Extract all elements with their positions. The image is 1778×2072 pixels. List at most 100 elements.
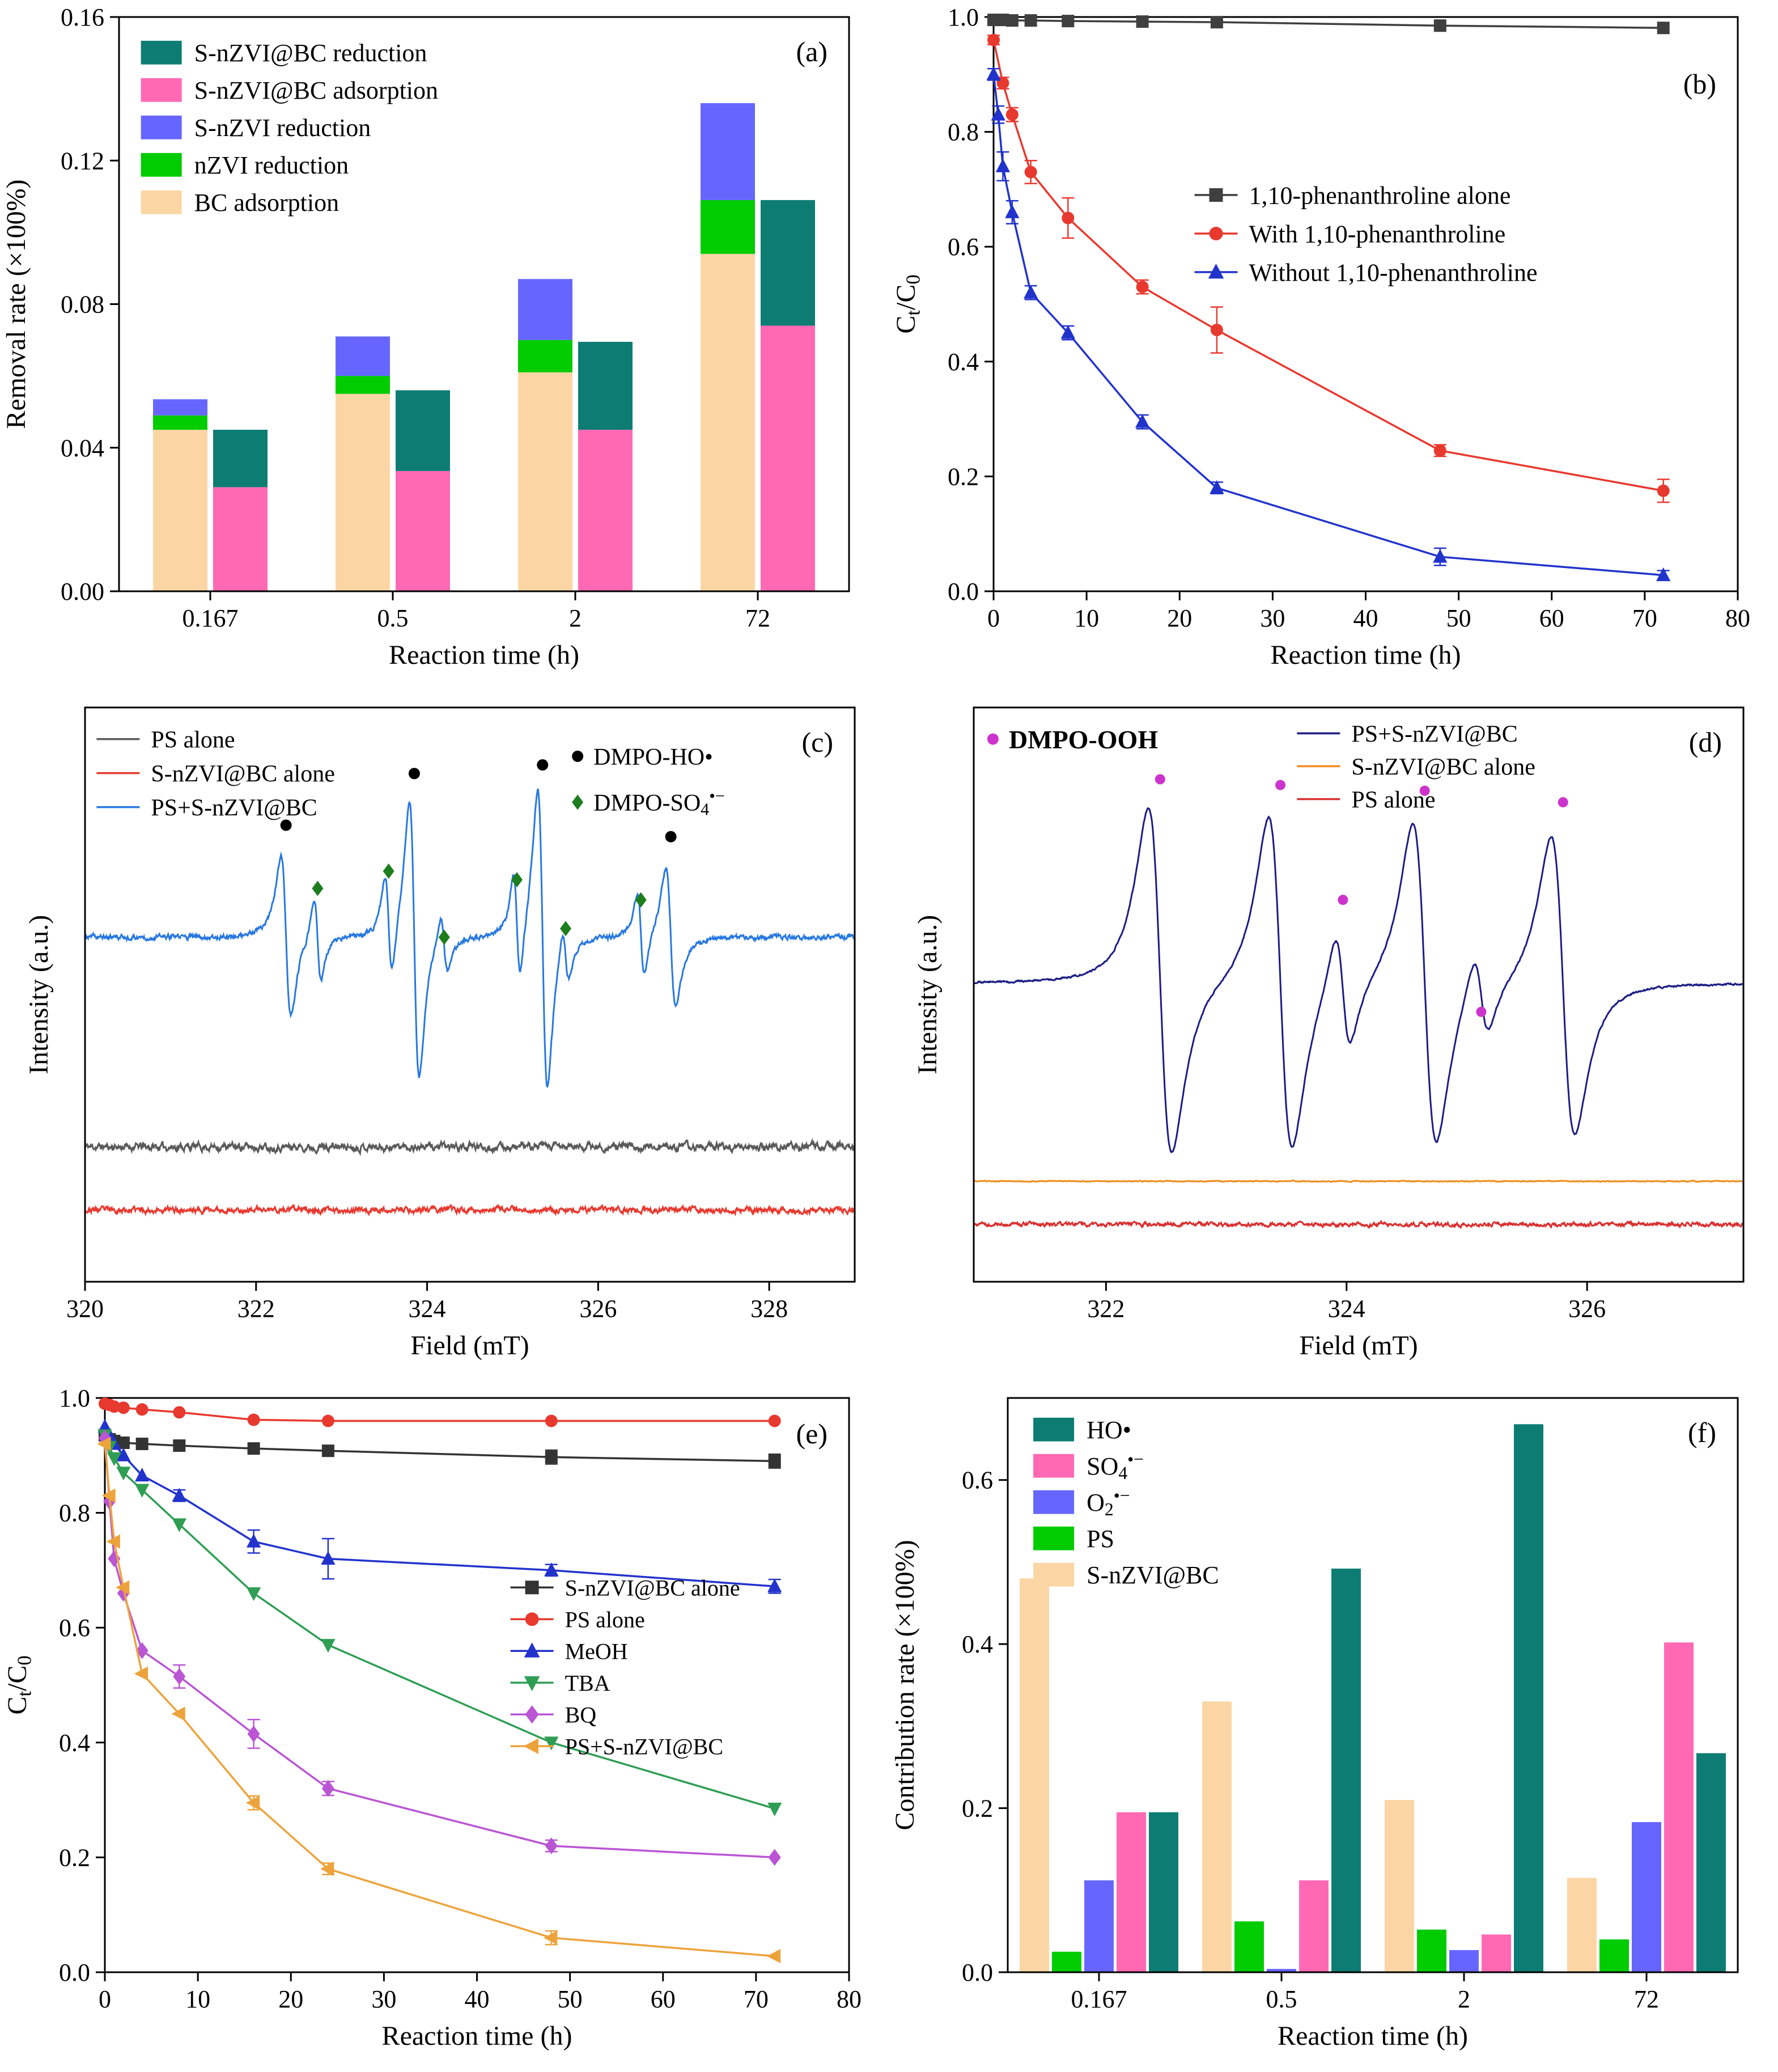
svg-text:0.167: 0.167 — [1071, 1985, 1127, 2013]
series-without-1-10-phenanthroline — [986, 66, 1671, 582]
svg-text:S-nZVI reduction: S-nZVI reduction — [194, 114, 371, 142]
svg-text:70: 70 — [744, 1985, 769, 2013]
svg-text:nZVI reduction: nZVI reduction — [194, 151, 349, 179]
svg-text:50: 50 — [558, 1985, 583, 2013]
svg-text:S-nZVI@BC reduction: S-nZVI@BC reduction — [194, 39, 427, 67]
series-ps-alone — [99, 1397, 781, 1427]
svg-text:PS: PS — [1087, 1525, 1114, 1553]
svg-text:SO4•−: SO4•− — [1087, 1449, 1144, 1483]
svg-text:PS alone: PS alone — [1351, 787, 1435, 813]
svg-text:Ct/C0: Ct/C0 — [891, 274, 924, 333]
svg-text:S-nZVI@BC alone: S-nZVI@BC alone — [1351, 754, 1535, 780]
category-ticks: 0.167 0.5 2 72 — [1071, 1972, 1659, 2013]
series-1-10-phenanthroline-alone — [987, 14, 1670, 35]
svg-text:S-nZVI@BC: S-nZVI@BC — [1087, 1561, 1219, 1589]
bars — [153, 103, 815, 591]
annotations: DMPO-OOH — [987, 725, 1158, 754]
svg-text:0.4: 0.4 — [948, 348, 979, 376]
axes: 322 324 326 Field (mT) Intensity (a.u.) (d) — [913, 706, 1745, 1361]
svg-text:322: 322 — [1087, 1295, 1124, 1323]
svg-text:30: 30 — [371, 1985, 396, 2013]
svg-text:Field (mT): Field (mT) — [1299, 1331, 1418, 1361]
svg-text:0.167: 0.167 — [183, 604, 239, 632]
svg-text:0.8: 0.8 — [948, 118, 979, 146]
svg-text:0.08: 0.08 — [61, 291, 104, 319]
axes: 320 322 324 326 328 Field (mT) Intensity (a.u.… — [24, 706, 856, 1361]
svg-text:Reaction time (h): Reaction time (h) — [1271, 640, 1461, 670]
svg-text:DMPO-OOH: DMPO-OOH — [1009, 725, 1158, 754]
svg-text:1.0: 1.0 — [59, 1384, 90, 1412]
svg-text:S-nZVI@BC alone: S-nZVI@BC alone — [151, 761, 334, 787]
svg-text:BC adsorption: BC adsorption — [194, 189, 339, 217]
svg-text:Without 1,10-phenanthroline: Without 1,10-phenanthroline — [1249, 259, 1538, 286]
axes: 0.0 0.2 0.4 0.6 0.8 1.0 0 10 20 30 40 50 60 70 80 React… — [891, 3, 1750, 670]
svg-text:72: 72 — [1634, 1985, 1659, 2013]
annotations: DMPO-HO• DMPO-SO4•− — [572, 744, 725, 819]
svg-text:0.0: 0.0 — [962, 1959, 993, 1986]
svg-text:Contribution rate (×100%): Contribution rate (×100%) — [890, 1540, 920, 1830]
svg-text:30: 30 — [1260, 604, 1285, 632]
svg-text:70: 70 — [1632, 604, 1657, 632]
svg-text:326: 326 — [1568, 1295, 1606, 1323]
axes: 0.0 0.2 0.4 0.6 0.8 1.0 0 10 20 30 40 50 60 70 80 React… — [2, 1384, 862, 2051]
svg-text:10: 10 — [1074, 604, 1099, 632]
svg-text:0.8: 0.8 — [59, 1499, 90, 1527]
svg-text:40: 40 — [465, 1985, 490, 2013]
series-with-1-10-phenanthroline — [987, 33, 1670, 503]
svg-text:PS+S-nZVI@BC: PS+S-nZVI@BC — [1351, 721, 1517, 747]
panel-a-chart: 0.167 0.5 2 72 0.00 0.04 0.08 0.12 0.16 Reaction … — [0, 0, 889, 690]
peak-markers — [1155, 774, 1568, 1017]
svg-text:0.6: 0.6 — [59, 1614, 90, 1642]
svg-text:Field (mT): Field (mT) — [410, 1331, 529, 1361]
legend: HO• SO4•−O2•− PS S-nZVI@BC — [1033, 1416, 1219, 1589]
epr-series-1 — [84, 1204, 855, 1217]
svg-text:(a): (a) — [796, 36, 828, 67]
svg-text:Intensity (a.u.): Intensity (a.u.) — [24, 915, 54, 1074]
svg-text:PS alone: PS alone — [151, 727, 235, 753]
epr-series-1 — [973, 1179, 1744, 1183]
svg-text:2: 2 — [1458, 1985, 1470, 2013]
svg-text:O2•−: O2•− — [1087, 1485, 1130, 1519]
svg-text:0.00: 0.00 — [61, 578, 104, 605]
panel-e-chart: 0.0 0.2 0.4 0.6 0.8 1.0 0 10 20 30 40 50 60 70 80 React… — [0, 1381, 889, 2071]
svg-text:(b): (b) — [1683, 68, 1716, 100]
svg-text:PS+S-nZVI@BC: PS+S-nZVI@BC — [565, 1734, 723, 1759]
svg-text:0.5: 0.5 — [377, 604, 409, 632]
epr-series-0 — [973, 807, 1744, 1154]
svg-text:MeOH: MeOH — [565, 1638, 628, 1664]
series-ps-s-nzvi-bc — [97, 1437, 781, 1964]
svg-text:BQ: BQ — [565, 1702, 597, 1727]
svg-text:S-nZVI@BC adsorption: S-nZVI@BC adsorption — [194, 77, 438, 104]
svg-text:HO•: HO• — [1087, 1416, 1131, 1444]
svg-text:0.04: 0.04 — [61, 434, 104, 462]
svg-text:Intensity (a.u.): Intensity (a.u.) — [913, 915, 943, 1074]
svg-text:0.2: 0.2 — [59, 1844, 90, 1871]
svg-text:60: 60 — [651, 1985, 676, 2013]
svg-text:(d): (d) — [1689, 726, 1722, 758]
svg-text:Removal rate (×100%): Removal rate (×100%) — [1, 179, 31, 429]
svg-text:20: 20 — [278, 1985, 303, 2013]
svg-text:320: 320 — [66, 1295, 104, 1323]
svg-text:0.0: 0.0 — [59, 1959, 90, 1986]
svg-text:0.6: 0.6 — [948, 233, 979, 261]
svg-text:1,10-phenanthroline alone: 1,10-phenanthroline alone — [1249, 181, 1511, 209]
panel-d-chart: 322 324 326 Field (mT) Intensity (a.u.) (d) PS… — [889, 690, 1777, 1381]
svg-text:80: 80 — [837, 1985, 862, 2013]
axes: 0.0 0.2 0.4 0.6 Reaction time (h) Contributio… — [890, 1397, 1739, 2051]
svg-text:Reaction time (h): Reaction time (h) — [389, 640, 579, 670]
legend: 1,10-phenanthroline alone With 1,10-phena… — [1194, 181, 1538, 286]
svg-text:326: 326 — [579, 1295, 617, 1323]
svg-text:0.16: 0.16 — [61, 3, 104, 31]
svg-text:PS alone: PS alone — [565, 1607, 645, 1632]
svg-text:0: 0 — [987, 604, 1000, 632]
svg-text:0: 0 — [99, 1985, 111, 2013]
svg-text:324: 324 — [409, 1295, 446, 1323]
svg-text:0.0: 0.0 — [948, 578, 979, 605]
svg-text:2: 2 — [569, 604, 582, 632]
panel-f-contribution-bars: 0.167 0.5 2 72 0.0 0.2 0.4 0.6 Reaction time (h)… — [889, 1381, 1778, 2072]
epr-series-0 — [84, 1138, 856, 1156]
svg-text:DMPO-HO•: DMPO-HO• — [593, 744, 713, 770]
panel-d-epr-dmpo-ooh: 322 324 326 Field (mT) Intensity (a.u.) (d) PS… — [889, 690, 1778, 1381]
panel-e-quencher-kinetics: 0.0 0.2 0.4 0.6 0.8 1.0 0 10 20 30 40 50 60 70 80 React… — [0, 1381, 889, 2072]
